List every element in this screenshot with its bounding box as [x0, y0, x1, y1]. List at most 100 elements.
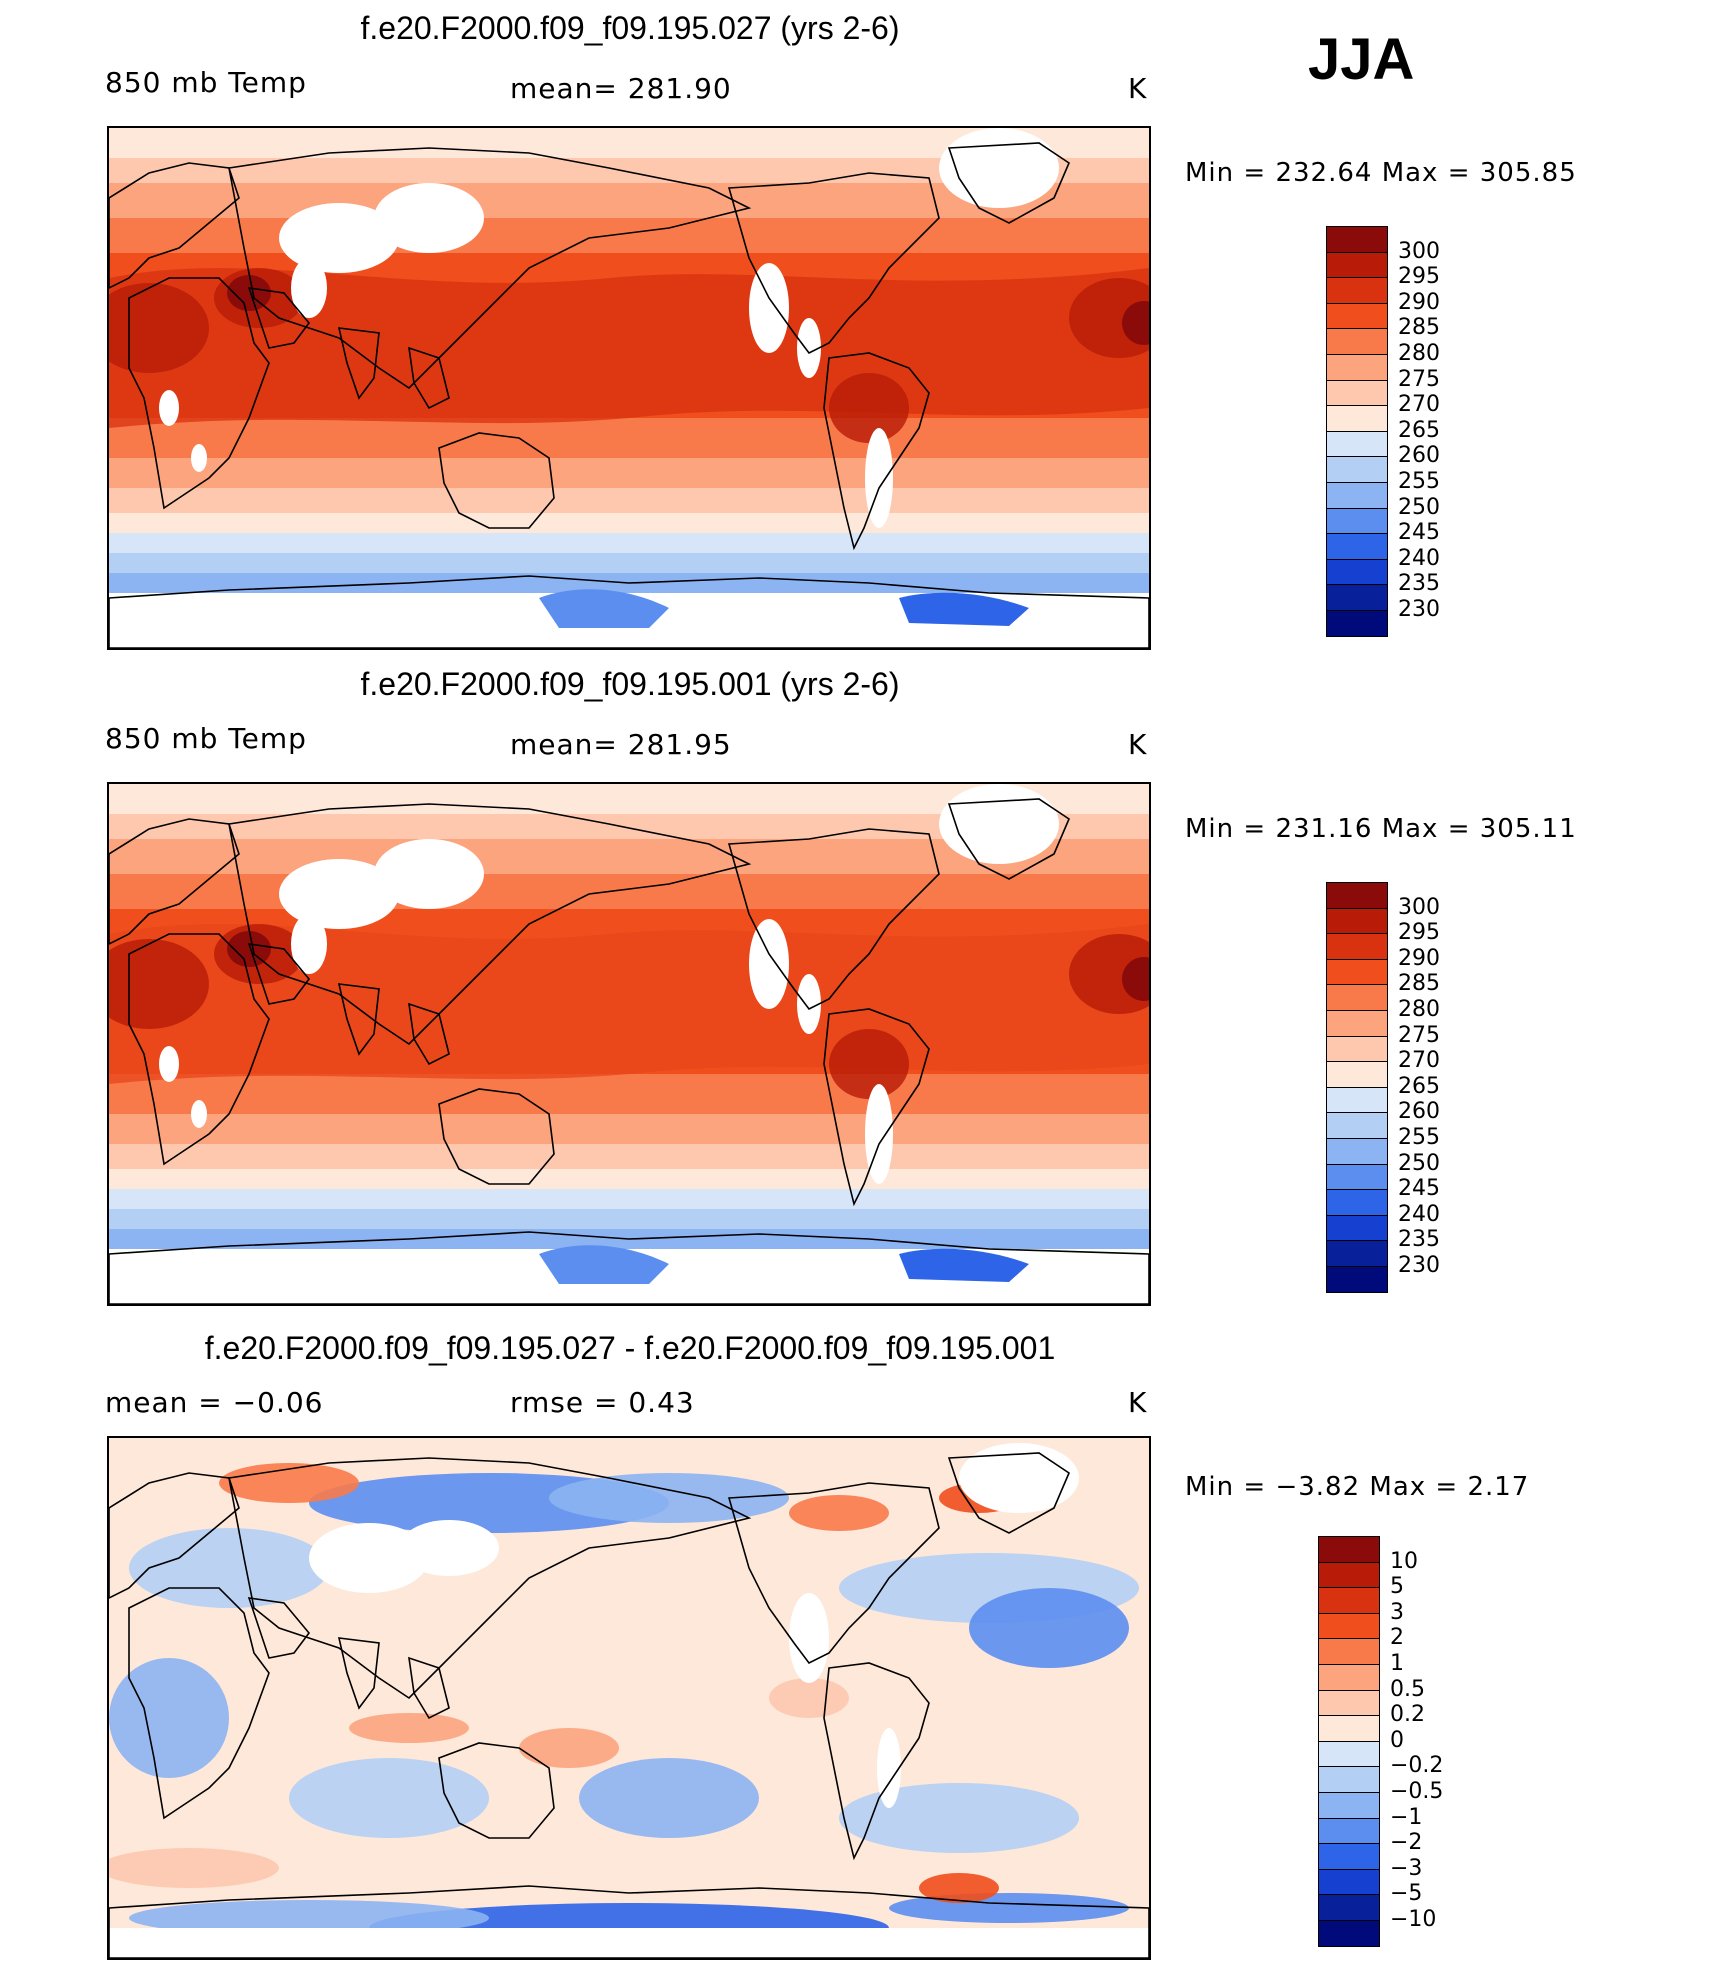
coastline-africa [128, 277, 270, 510]
colorbar-swatch [1326, 1035, 1388, 1063]
colorbar-tick-label: −1 [1390, 1804, 1423, 1830]
coastline-greenland [947, 1452, 1070, 1534]
coastline-europe [109, 818, 240, 945]
colorbar-swatch [1326, 1189, 1388, 1216]
colorbar-swatch [1318, 1868, 1380, 1896]
map-field [109, 784, 1149, 1304]
colorbar-swatch [1326, 933, 1388, 960]
colorbar-tick-label: −5 [1390, 1881, 1423, 1907]
colorbar-swatch [1326, 1240, 1388, 1267]
colorbar-swatch [1326, 302, 1388, 330]
coastline-india [337, 983, 380, 1056]
colorbar-tick-label: 260 [1398, 1099, 1440, 1125]
colorbar-swatch [1318, 1766, 1380, 1793]
panel-2-mean-label: mean= 281.95 [510, 728, 732, 761]
coastline-greenland [947, 798, 1070, 880]
colorbar-tick-label: 235 [1398, 571, 1440, 597]
colorbar-tick-label: 230 [1398, 597, 1440, 622]
colorbar-tick-label: 3 [1390, 1599, 1404, 1625]
colorbar-swatch [1326, 456, 1388, 483]
coastline-australia [438, 1742, 555, 1839]
coastline-arabia [247, 287, 311, 349]
panel-2-title: f.e20.F2000.f09_f09.195.001 (yrs 2-6) [360, 666, 900, 702]
panel-3-rmse-label: rmse = 0.43 [510, 1386, 695, 1419]
coastline-africa [128, 933, 270, 1166]
colorbar-swatch [1318, 1587, 1380, 1614]
colorbar-tick-label: 275 [1398, 1022, 1440, 1048]
coastline-arabia [247, 1597, 311, 1659]
colorbar-swatch [1318, 1792, 1380, 1819]
colorbar-tick-label: 0.2 [1390, 1702, 1425, 1728]
colorbar-swatch [1326, 507, 1388, 535]
colorbar-tick-label: 265 [1398, 1073, 1440, 1099]
coastline-samerica [823, 1662, 930, 1861]
colorbar-tick-label: 280 [1398, 997, 1440, 1022]
coastline-antarctica [109, 1231, 1149, 1304]
colorbar-tick-label: −0.2 [1390, 1753, 1444, 1779]
colorbar-swatch [1326, 1061, 1388, 1088]
colorbar-tick-label: 230 [1398, 1253, 1440, 1278]
colorbar-swatch [1326, 379, 1388, 407]
colorbar-tick-label: 270 [1398, 392, 1440, 418]
colorbar-swatch [1318, 1740, 1380, 1768]
coastline-australia [438, 432, 555, 529]
panel-3-map [107, 1436, 1151, 1960]
colorbar-tick-label: 300 [1398, 894, 1440, 920]
coastline-greenland [947, 142, 1070, 224]
coastline-europe [109, 162, 240, 289]
colorbar-swatch [1326, 277, 1388, 304]
coastline-india [337, 327, 380, 400]
panel-1-variable-label: 850 mb Temp [105, 66, 307, 99]
coastline-antarctica [109, 575, 1149, 648]
coastline-samerica [823, 1008, 930, 1207]
colorbar-tick-label: 300 [1398, 238, 1440, 264]
colorbar-swatch [1326, 984, 1388, 1011]
colorbar-swatch [1318, 1561, 1380, 1589]
colorbar-swatch [1326, 533, 1388, 560]
coastline-namerica [727, 828, 940, 1011]
panel-3-mean-label: mean = −0.06 [105, 1386, 324, 1419]
colorbar-tick-label: 260 [1398, 443, 1440, 469]
colorbar-swatch [1326, 1086, 1388, 1114]
coastline-asia [228, 1457, 752, 1700]
colorbar-swatch [1326, 1266, 1388, 1293]
colorbar-swatch [1318, 1664, 1380, 1691]
colorbar-swatch [1326, 328, 1388, 355]
coastline-seasia [408, 346, 450, 410]
colorbar-tick-label: 250 [1398, 1150, 1440, 1176]
colorbar-tick-label: 1 [1390, 1651, 1404, 1676]
colorbar-swatch [1318, 1715, 1380, 1742]
coastline-asia [228, 803, 752, 1046]
colorbar-tick-label: 280 [1398, 341, 1440, 366]
coastline-africa [128, 1587, 270, 1820]
coastline-namerica [727, 172, 940, 355]
panel-1-minmax: Min = 232.64 Max = 305.85 [1185, 158, 1577, 188]
panel-1-mean-label: mean= 281.90 [510, 72, 732, 105]
colorbar-swatch [1326, 610, 1388, 637]
colorbar-tick-label: 245 [1398, 1176, 1440, 1202]
colorbar-tick-label: 270 [1398, 1048, 1440, 1074]
colorbar-tick-label: 250 [1398, 494, 1440, 520]
panel-2-units: K [1128, 728, 1148, 761]
colorbar-swatch [1326, 354, 1388, 381]
colorbar-swatch [1326, 1163, 1388, 1191]
colorbar-swatch [1326, 405, 1388, 432]
coastline-arabia [247, 943, 311, 1005]
colorbar-swatch [1318, 1638, 1380, 1665]
colorbar-swatch [1326, 430, 1388, 458]
coastline-antarctica [109, 1885, 1149, 1958]
colorbar-swatch [1326, 584, 1388, 611]
colorbar-swatch [1318, 1612, 1380, 1640]
panel-2-map [107, 782, 1151, 1306]
colorbar-tick-label: 290 [1398, 289, 1440, 315]
colorbar-swatch [1326, 882, 1388, 909]
panel-1-map [107, 126, 1151, 650]
colorbar-tick-label: 240 [1398, 1201, 1440, 1227]
panel-2-variable-label: 850 mb Temp [105, 722, 307, 755]
colorbar-swatch [1326, 958, 1388, 986]
colorbar-tick-label: 5 [1390, 1574, 1404, 1600]
colorbar-swatch [1326, 1112, 1388, 1139]
map-field [109, 1438, 1149, 1958]
colorbar-tick-label: −10 [1390, 1907, 1437, 1932]
panel-3-title: f.e20.F2000.f09_f09.195.027 - f.e20.F200… [204, 1330, 1056, 1366]
